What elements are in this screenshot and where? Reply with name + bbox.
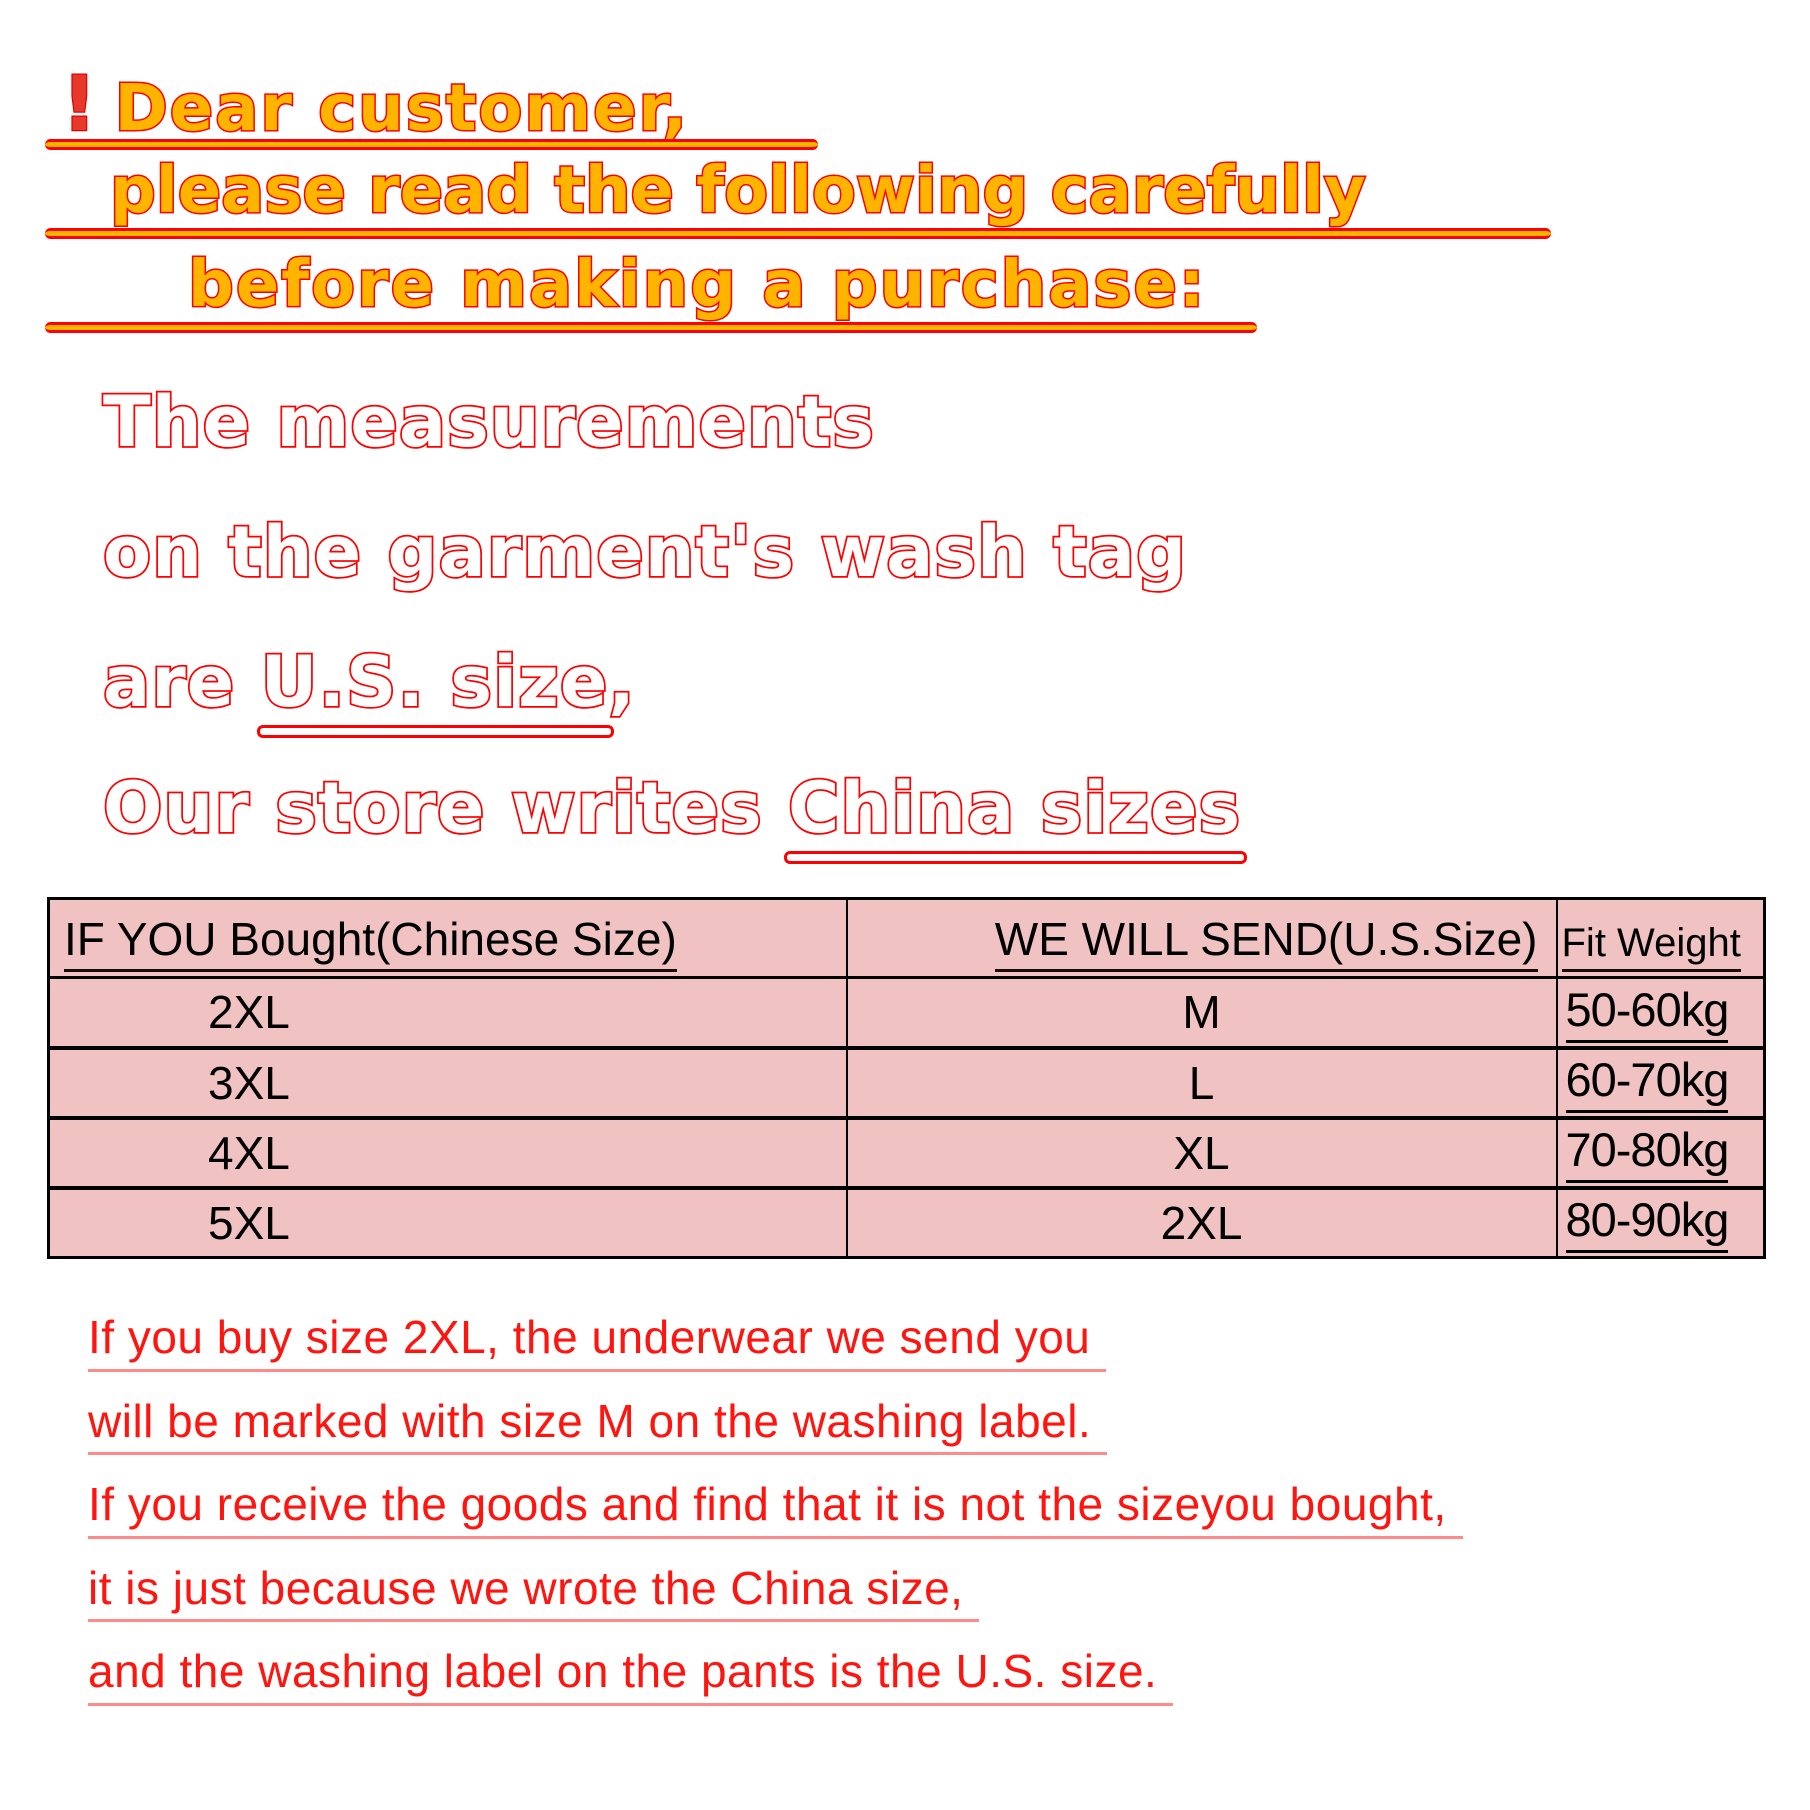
fit-weight-value: 60-70kg: [1565, 1052, 1729, 1113]
cell-us-size: 2XL: [846, 1187, 1558, 1258]
cell-us-size: L: [846, 1047, 1558, 1118]
col-header-chinese-size: IF YOU Bought(Chinese Size): [48, 898, 848, 978]
statement-line-3-suffix: ,: [607, 641, 637, 723]
footnote-line: will be marked with size M on the washin…: [88, 1395, 1463, 1456]
cell-fit-weight: 80-90kg: [1557, 1188, 1765, 1258]
cell-fit-weight: 60-70kg: [1557, 1048, 1765, 1118]
table-row: 5XL 2XL 80-90kg: [48, 1187, 1765, 1258]
footnote-line-4-text: it is just because we wrote the China si…: [88, 1563, 980, 1623]
statement-line-1-text: The measurements: [101, 381, 875, 463]
statement-line-1: The measurements: [101, 384, 875, 461]
notice-line-2-text: please read the following carefully: [109, 154, 1368, 228]
cell-fit-weight: 50-60kg: [1557, 978, 1765, 1048]
fit-weight-value: 70-80kg: [1565, 1122, 1729, 1183]
notice-line-3-text: before making a purchase:: [187, 248, 1207, 322]
footnote-line: If you buy size 2XL, the underwear we se…: [88, 1312, 1463, 1372]
notice-line-2: please read the following carefully: [109, 156, 1368, 226]
cell-us-size: M: [846, 977, 1558, 1048]
table-row: 4XL XL 70-80kg: [48, 1117, 1765, 1188]
fit-weight-value: 50-60kg: [1565, 982, 1729, 1043]
notice-line-1: ! Dear customer,: [61, 62, 689, 146]
cell-chinese-size: 5XL: [48, 1187, 848, 1258]
notice-line-3: before making a purchase:: [187, 250, 1207, 320]
statement-line-2: on the garment's wash tag: [101, 514, 1188, 591]
headline-underline-3: [45, 322, 1257, 333]
us-size-emphasis: U.S. size: [256, 641, 614, 737]
cell-chinese-size: 3XL: [48, 1047, 848, 1118]
col-header-fit-weight: Fit Weight: [1557, 899, 1765, 978]
exclamation-icon: !: [61, 59, 98, 148]
footnote-line-1-text: If you buy size 2XL, the underwear we se…: [88, 1312, 1107, 1372]
footnote-line: and the washing label on the pants is th…: [88, 1646, 1463, 1706]
fit-weight-value: 80-90kg: [1565, 1192, 1729, 1254]
statement-line-4-prefix: Our store writes: [101, 767, 788, 849]
col-header-fit-weight-label: Fit Weight: [1561, 921, 1741, 972]
headline-underline-2: [45, 228, 1551, 239]
statement-line-2-text: on the garment's wash tag: [101, 511, 1188, 593]
col-header-us-size-label: WE WILL SEND(U.S.Size): [994, 912, 1538, 972]
cell-chinese-size: 2XL: [48, 977, 848, 1048]
table-row: 2XL M 50-60kg: [48, 977, 1765, 1048]
statement-line-3: are U.S. size,: [101, 641, 637, 737]
col-header-us-size: WE WILL SEND(U.S.Size): [846, 898, 1558, 978]
china-sizes-emphasis: China sizes: [783, 767, 1248, 863]
footnote-line-3-text: If you receive the goods and find that i…: [88, 1479, 1463, 1539]
cell-fit-weight: 70-80kg: [1557, 1118, 1765, 1188]
table-header-row: IF YOU Bought(Chinese Size) WE WILL SEND…: [48, 898, 1765, 978]
footnote-line: it is just because we wrote the China si…: [88, 1563, 1463, 1623]
statement-line-3-prefix: are: [101, 641, 261, 723]
size-conversion-table: IF YOU Bought(Chinese Size) WE WILL SEND…: [47, 897, 1766, 1259]
footnote-line-2-text: will be marked with size M on the washin…: [88, 1395, 1108, 1456]
headline-underline-1: [45, 139, 818, 150]
col-header-chinese-size-label: IF YOU Bought(Chinese Size): [64, 912, 677, 972]
table-row: 3XL L 60-70kg: [48, 1047, 1765, 1118]
notice-line-1-text: Dear customer,: [113, 72, 689, 146]
footnote: If you buy size 2XL, the underwear we se…: [88, 1312, 1463, 1730]
footnote-line: If you receive the goods and find that i…: [88, 1479, 1463, 1539]
cell-chinese-size: 4XL: [48, 1117, 848, 1188]
footnote-line-5-text: and the washing label on the pants is th…: [88, 1646, 1174, 1706]
cell-us-size: XL: [846, 1117, 1558, 1188]
statement-line-4: Our store writes China sizes: [101, 767, 1248, 863]
